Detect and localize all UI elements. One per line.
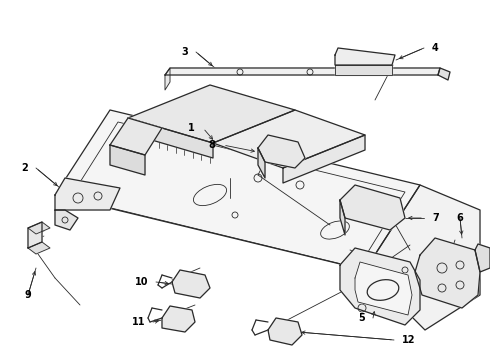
Text: 10: 10 <box>134 277 148 287</box>
Text: 9: 9 <box>24 290 31 300</box>
Text: 7: 7 <box>432 213 439 223</box>
Polygon shape <box>355 262 412 315</box>
Polygon shape <box>340 248 420 325</box>
Polygon shape <box>165 68 440 75</box>
Text: 11: 11 <box>131 317 145 327</box>
Polygon shape <box>258 135 305 168</box>
Text: 2: 2 <box>21 163 28 173</box>
Polygon shape <box>110 118 162 155</box>
Polygon shape <box>165 68 170 90</box>
Polygon shape <box>213 110 365 168</box>
Polygon shape <box>128 118 213 158</box>
Polygon shape <box>258 148 265 178</box>
Polygon shape <box>28 222 50 234</box>
Text: 1: 1 <box>188 123 195 133</box>
Polygon shape <box>335 48 395 65</box>
Text: 12: 12 <box>402 335 416 345</box>
Polygon shape <box>128 85 295 143</box>
Text: 8: 8 <box>208 140 215 150</box>
Polygon shape <box>28 242 50 254</box>
Text: 5: 5 <box>358 313 365 323</box>
Polygon shape <box>28 222 42 248</box>
Polygon shape <box>335 65 392 75</box>
Polygon shape <box>110 145 145 175</box>
Polygon shape <box>365 185 480 330</box>
Polygon shape <box>415 238 480 308</box>
Polygon shape <box>268 318 302 345</box>
Polygon shape <box>55 210 78 230</box>
Polygon shape <box>438 68 450 80</box>
Polygon shape <box>55 178 120 210</box>
Text: 4: 4 <box>432 43 439 53</box>
Polygon shape <box>340 200 345 235</box>
Text: 6: 6 <box>457 213 464 223</box>
Polygon shape <box>55 110 420 270</box>
Polygon shape <box>340 185 405 230</box>
Polygon shape <box>475 244 490 272</box>
Polygon shape <box>283 135 365 183</box>
Text: 3: 3 <box>181 47 188 57</box>
Polygon shape <box>172 270 210 298</box>
Polygon shape <box>162 306 195 332</box>
